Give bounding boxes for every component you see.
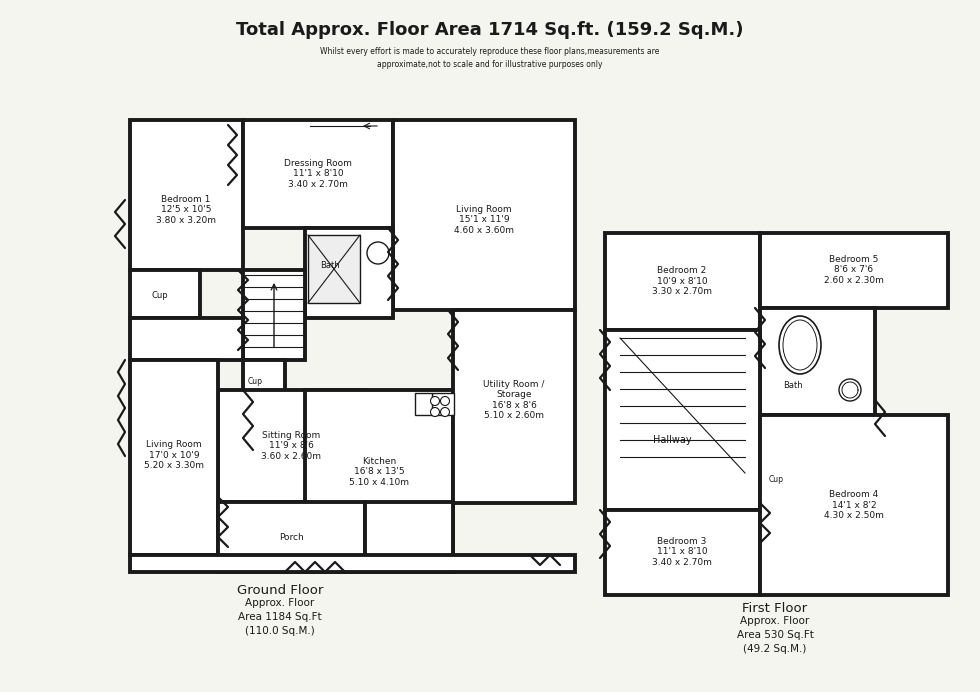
Bar [130,270,200,318]
Text: Living Room
15'1 x 11'9
4.60 x 3.60m: Living Room 15'1 x 11'9 4.60 x 3.60m [454,205,514,235]
Text: Bedroom 2
10'9 x 8'10
3.30 x 2.70m: Bedroom 2 10'9 x 8'10 3.30 x 2.70m [652,266,712,296]
Circle shape [440,397,450,406]
Text: Bedroom 4
14'1 x 8'2
4.30 x 2.50m: Bedroom 4 14'1 x 8'2 4.30 x 2.50m [824,490,884,520]
Text: First Floor: First Floor [743,601,808,614]
Text: Hallway: Hallway [653,435,691,445]
Text: Bedroom 1
12'5 x 10'5
3.80 x 3.20m: Bedroom 1 12'5 x 10'5 3.80 x 3.20m [156,195,216,225]
Text: Cup: Cup [248,378,263,387]
Bar [243,270,305,360]
Circle shape [440,408,450,417]
Bar [365,502,453,572]
Bar [605,510,760,595]
Text: Bedroom 3
11'1 x 8'10
3.40 x 2.70m: Bedroom 3 11'1 x 8'10 3.40 x 2.70m [652,537,711,567]
Circle shape [430,408,439,417]
Text: Bedroom 5
8'6 x 7'6
2.60 x 2.30m: Bedroom 5 8'6 x 7'6 2.60 x 2.30m [824,255,884,285]
Bar [393,120,575,310]
Bar [415,393,432,415]
Bar [243,360,285,403]
Bar [605,330,760,510]
Bar [760,455,808,503]
Bar [453,310,575,503]
Circle shape [839,379,861,401]
Bar [605,233,760,330]
Circle shape [430,397,439,406]
Text: Approx. Floor
Area 1184 Sq.Ft
(110.0 Sq.M.): Approx. Floor Area 1184 Sq.Ft (110.0 Sq.… [238,598,321,636]
Bar [760,233,948,308]
Ellipse shape [779,316,821,374]
Ellipse shape [783,320,817,370]
Text: Sitting Room
11'9 x 8'6
3.60 x 2.60m: Sitting Room 11'9 x 8'6 3.60 x 2.60m [261,431,321,461]
Text: Bath: Bath [320,260,340,269]
Text: Total Approx. Floor Area 1714 Sq.ft. (159.2 Sq.M.): Total Approx. Floor Area 1714 Sq.ft. (15… [236,21,744,39]
Bar [305,228,393,318]
Text: Approx. Floor
Area 530 Sq.Ft
(49.2 Sq.M.): Approx. Floor Area 530 Sq.Ft (49.2 Sq.M.… [737,616,813,654]
Bar [130,360,218,555]
Bar [432,393,454,415]
Text: Kitchen
16'8 x 13'5
5.10 x 4.10m: Kitchen 16'8 x 13'5 5.10 x 4.10m [349,457,409,487]
Text: Dressing Room
11'1 x 8'10
3.40 x 2.70m: Dressing Room 11'1 x 8'10 3.40 x 2.70m [284,159,352,189]
Text: Whilst every effort is made to accurately reproduce these floor plans,measuremen: Whilst every effort is made to accuratel… [320,47,660,69]
Text: Utility Room /
Storage
16'8 x 8'6
5.10 x 2.60m: Utility Room / Storage 16'8 x 8'6 5.10 x… [483,380,545,420]
Bar [130,318,243,360]
Bar [218,390,365,502]
Bar [130,120,243,270]
Text: Cup: Cup [768,475,783,484]
Bar [218,502,365,572]
Text: Ground Floor: Ground Floor [237,583,323,597]
Text: Bath: Bath [783,381,803,390]
Bar [130,555,575,572]
Bar [760,415,948,595]
Text: Living Room
17'0 x 10'9
5.20 x 3.30m: Living Room 17'0 x 10'9 5.20 x 3.30m [144,440,204,470]
Bar [760,308,875,415]
Text: Porch: Porch [278,533,304,542]
Bar [308,235,360,303]
Circle shape [367,242,389,264]
Bar [243,120,393,228]
Bar [305,390,453,555]
Text: Cup: Cup [152,291,169,300]
